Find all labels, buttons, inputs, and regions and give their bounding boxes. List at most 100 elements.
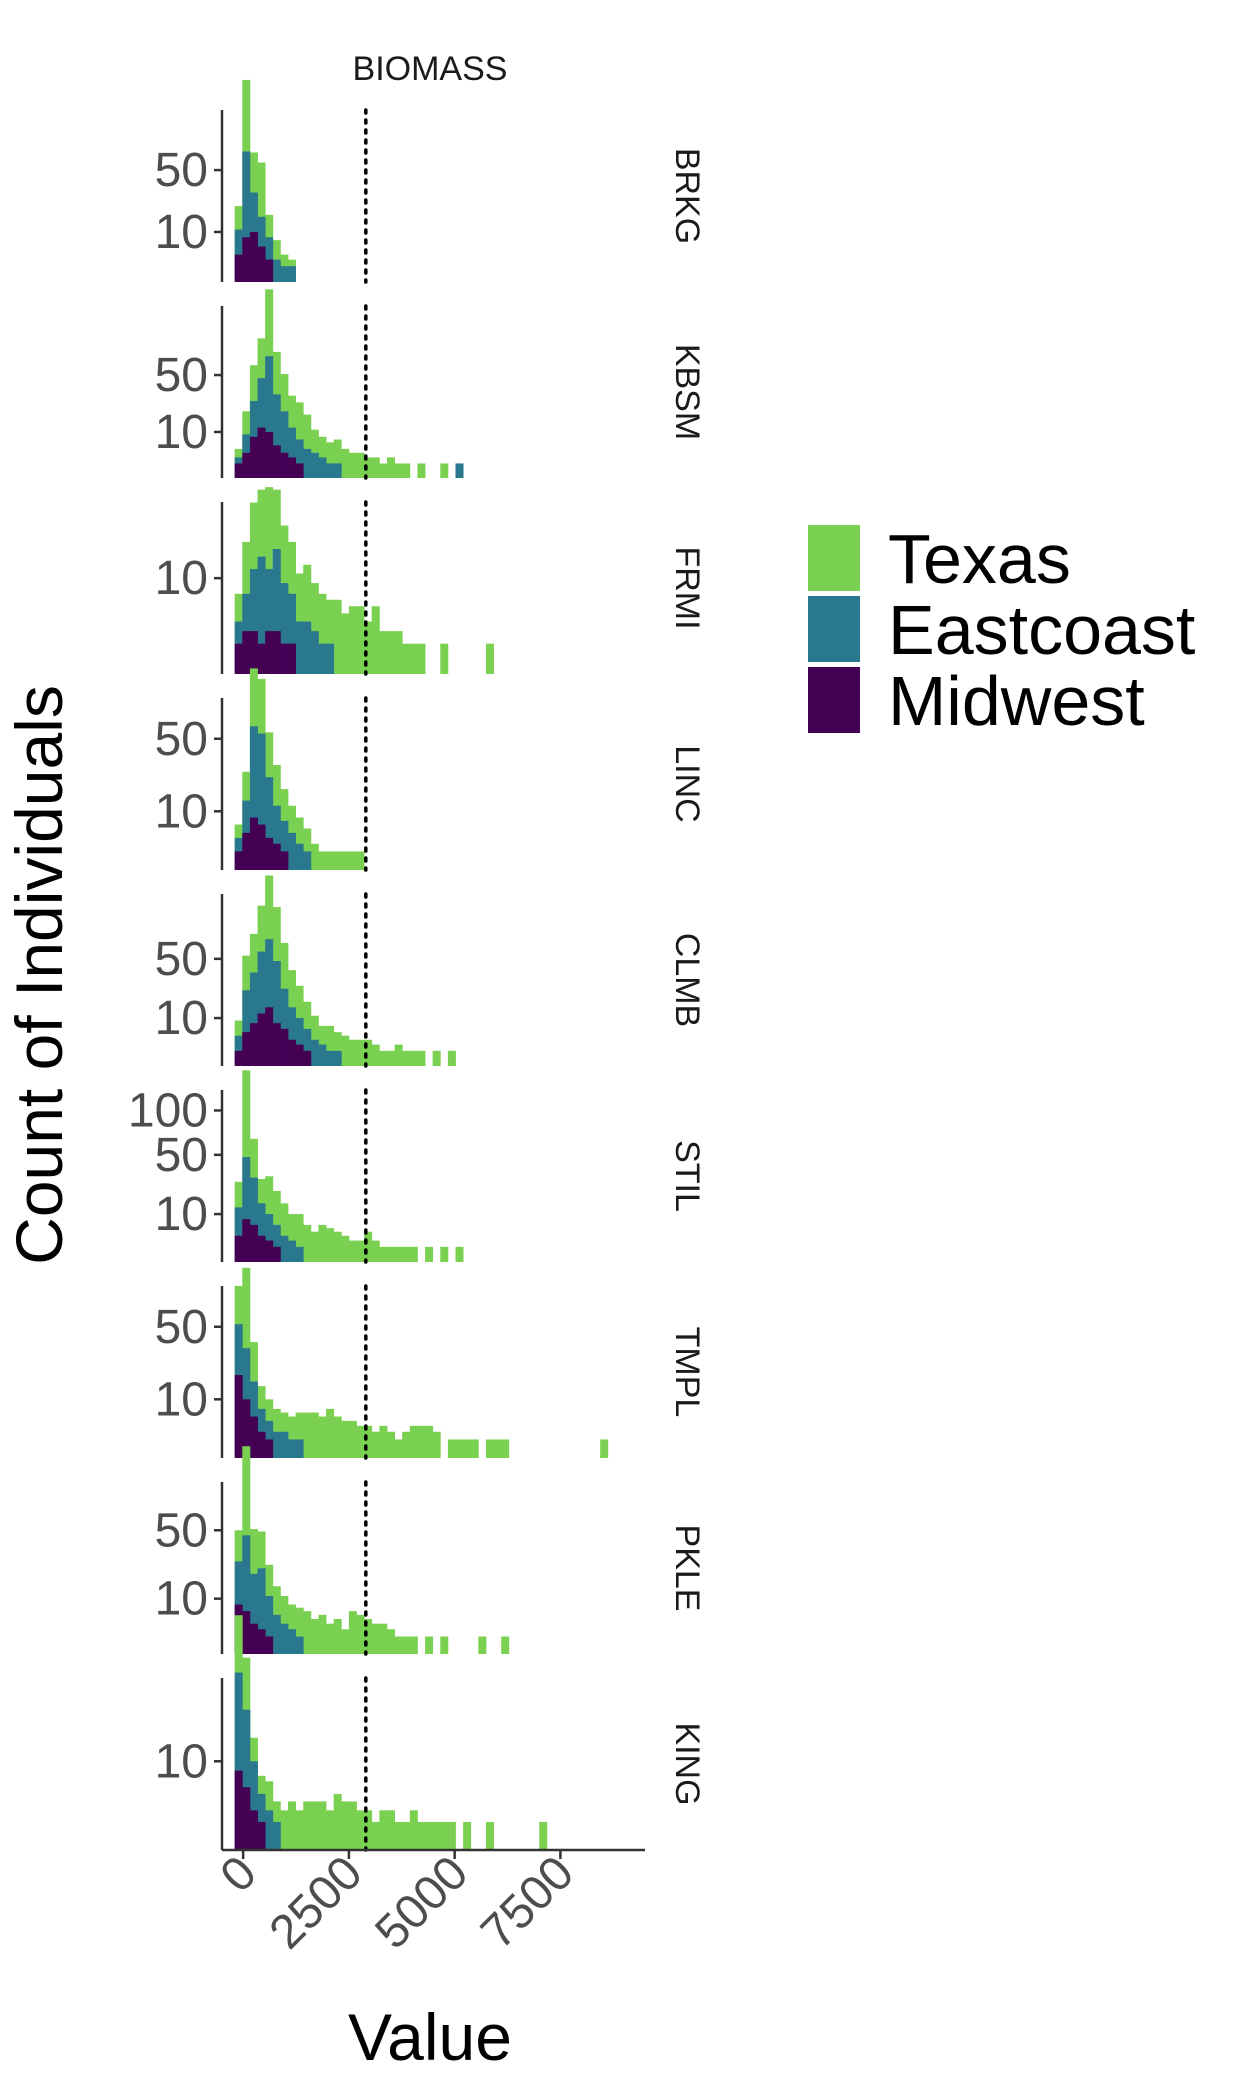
- bar-stil-eastcoast: [249, 1177, 258, 1262]
- bar-linc-texas: [356, 851, 365, 870]
- bar-stil-eastcoast: [257, 1203, 266, 1262]
- bar-linc-midwest: [249, 817, 258, 870]
- y-tick-label-brkg-10: 10: [155, 206, 208, 259]
- bar-kbsm-texas: [364, 457, 373, 478]
- bar-tmpl-texas: [287, 1416, 296, 1458]
- bar-king-eastcoast: [265, 1810, 274, 1850]
- y-tick-label-tmpl-10: 10: [155, 1373, 208, 1426]
- bar-clmb-texas: [333, 1032, 342, 1066]
- bar-kbsm-texas: [417, 463, 426, 478]
- bar-tmpl-texas: [356, 1425, 365, 1458]
- bar-frmi-midwest: [280, 643, 289, 674]
- bar-king-texas: [310, 1801, 319, 1850]
- y-tick-label-pkle-50: 50: [155, 1504, 208, 1557]
- x-tick-label-7500: 7500: [471, 1846, 584, 1959]
- bar-stil-texas: [425, 1246, 434, 1262]
- bar-king-texas: [371, 1821, 380, 1850]
- bar-king-texas: [318, 1801, 327, 1850]
- bar-linc-eastcoast: [257, 733, 266, 870]
- bar-kbsm-midwest: [242, 452, 251, 478]
- bar-kbsm-midwest: [257, 427, 266, 478]
- bar-stil-midwest: [249, 1224, 258, 1262]
- bar-king-eastcoast: [272, 1821, 281, 1850]
- bar-frmi-midwest: [287, 643, 296, 674]
- bar-stil-texas: [333, 1231, 342, 1262]
- bar-pkle-midwest: [242, 1611, 251, 1654]
- bar-pkle-texas: [333, 1619, 342, 1654]
- bar-clmb-midwest: [234, 1050, 243, 1066]
- bar-pkle-texas: [379, 1623, 388, 1654]
- bar-tmpl-texas: [394, 1439, 403, 1458]
- bar-stil-texas: [356, 1240, 365, 1262]
- bar-stil-midwest: [257, 1235, 266, 1262]
- facet-label-clmb: CLMB: [668, 933, 706, 1027]
- y-tick-label-linc-10: 10: [155, 785, 208, 838]
- bar-pkle-eastcoast: [242, 1535, 251, 1654]
- bar-clmb-midwest: [280, 1028, 289, 1066]
- bar-clmb-eastcoast: [234, 1035, 243, 1066]
- bar-kbsm-texas: [379, 463, 388, 478]
- bar-kbsm-eastcoast: [333, 463, 342, 478]
- bar-linc-midwest: [257, 824, 266, 870]
- bar-kbsm-midwest: [295, 463, 304, 478]
- bar-king-texas: [303, 1801, 312, 1850]
- bar-clmb-texas: [386, 1050, 395, 1066]
- bar-tmpl-eastcoast: [287, 1439, 296, 1458]
- bar-kbsm-texas: [371, 457, 380, 478]
- bar-frmi-texas: [318, 593, 327, 674]
- bar-clmb-midwest: [287, 1039, 296, 1066]
- bar-king-texas: [287, 1801, 296, 1850]
- bar-stil-midwest: [234, 1235, 243, 1262]
- bar-linc-midwest: [272, 843, 281, 870]
- bar-tmpl-texas: [364, 1425, 373, 1458]
- bar-brkg-eastcoast: [280, 266, 289, 282]
- bar-king-texas: [440, 1821, 449, 1850]
- bar-stil-eastcoast: [280, 1235, 289, 1262]
- bar-tmpl-midwest: [242, 1399, 251, 1458]
- bar-king-texas: [295, 1810, 304, 1850]
- bar-king-texas: [333, 1793, 342, 1850]
- bar-frmi-eastcoast: [287, 593, 296, 674]
- bar-stil-texas: [341, 1235, 350, 1262]
- bar-tmpl-texas: [493, 1439, 502, 1458]
- bar-clmb-eastcoast: [272, 961, 281, 1066]
- facet-linc: 10 50 LINC: [155, 668, 706, 872]
- facet-label-pkle: PKLE: [668, 1525, 706, 1612]
- bar-pkle-texas: [425, 1636, 434, 1654]
- bar-brkg-eastcoast: [242, 151, 251, 282]
- bar-clmb-eastcoast: [303, 1028, 312, 1066]
- bar-frmi-texas: [394, 631, 403, 674]
- bar-clmb-texas: [341, 1035, 350, 1066]
- bar-frmi-texas: [409, 643, 418, 674]
- bar-pkle-texas: [303, 1611, 312, 1654]
- bar-linc-eastcoast: [280, 820, 289, 870]
- bar-pkle-texas: [402, 1636, 411, 1654]
- legend-label-texas: Texas: [888, 520, 1071, 598]
- bar-clmb-texas: [394, 1044, 403, 1066]
- bar-linc-midwest: [234, 851, 243, 870]
- bar-pkle-eastcoast: [295, 1636, 304, 1654]
- bar-kbsm-texas: [394, 463, 403, 478]
- bar-frmi-texas: [333, 599, 342, 674]
- bar-pkle-texas: [326, 1623, 335, 1654]
- bar-kbsm-texas: [333, 439, 342, 478]
- facet-frmi: 10 FRMI: [155, 487, 706, 676]
- bar-kbsm-texas: [341, 448, 350, 478]
- bar-tmpl-texas: [371, 1431, 380, 1458]
- bar-tmpl-texas: [432, 1431, 441, 1458]
- bar-stil-texas: [348, 1240, 357, 1262]
- bar-clmb-texas: [402, 1050, 411, 1066]
- bar-tmpl-texas: [348, 1420, 357, 1458]
- bar-clmb-texas: [364, 1039, 373, 1066]
- bar-pkle-texas: [341, 1629, 350, 1654]
- bar-linc-texas: [341, 851, 350, 870]
- bar-clmb-midwest: [295, 1044, 304, 1066]
- bar-king-texas: [432, 1821, 441, 1850]
- bar-linc-eastcoast: [303, 851, 312, 870]
- bar-clmb-midwest: [257, 1013, 266, 1066]
- bar-stil-midwest: [272, 1246, 281, 1262]
